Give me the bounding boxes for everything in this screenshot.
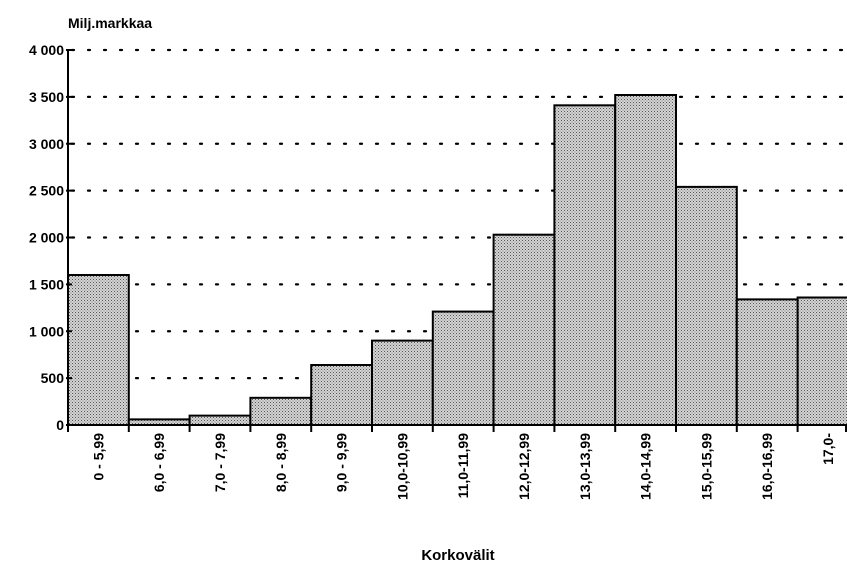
bar-7 [492,233,556,426]
y-tick-label: 3 500 [29,89,64,105]
y-tick-label: 1 000 [29,323,64,339]
y-tick-label: 1 500 [29,276,64,292]
bar-4 [310,364,374,426]
y-tick-label: 4 000 [29,42,64,58]
bar-11 [735,298,799,426]
x-tick-label: 13,0-13,99 [577,433,593,500]
x-axis-ticks: 0 - 5,99 6,0 - 6,99 7,0 - 7,99 8,0 - 8,99 9,… [67,50,847,500]
x-tick-label: 12,0-12,99 [516,433,532,500]
bar-0 [67,274,130,426]
y-tick-label: 2 000 [29,230,64,246]
x-tick-label: 17,0- [820,433,836,465]
x-tick-label: 6,0 - 6,99 [151,433,167,492]
bar-6 [431,310,495,426]
y-axis-ticks: 0 500 1 000 1 500 2 000 2 500 3 000 3 500 4 000 [29,42,72,433]
gridlines [70,48,847,380]
bar-9 [614,94,678,426]
bar-12 [796,296,847,426]
x-tick-label: 8,0 - 8,99 [273,433,289,492]
x-tick-label: 15,0-15,99 [698,433,714,500]
x-tick-label: 7,0 - 7,99 [212,433,228,492]
x-tick-label: 9,0 - 9,99 [334,433,350,492]
y-axis-label: Milj.markkaa [68,15,152,31]
bar-2 [188,414,252,426]
bar-8 [553,104,617,426]
x-axis-label: Korkovälit [421,547,494,564]
x-tick-label: 16,0-16,99 [759,433,775,500]
x-tick-label: 0 - 5,99 [90,433,106,481]
bar-3 [249,396,313,426]
x-tick-label: 14,0-14,99 [638,433,654,500]
bar-5 [371,339,434,426]
y-tick-label: 500 [41,370,65,386]
x-tick-label: 11,0-11,99 [455,433,471,499]
bar-10 [675,185,738,426]
y-tick-label: 2 500 [29,183,64,199]
y-tick-label: 3 000 [29,136,64,152]
y-tick-label: 0 [56,417,64,433]
x-tick-label: 10,0-10,99 [394,433,410,500]
bars [67,94,847,426]
